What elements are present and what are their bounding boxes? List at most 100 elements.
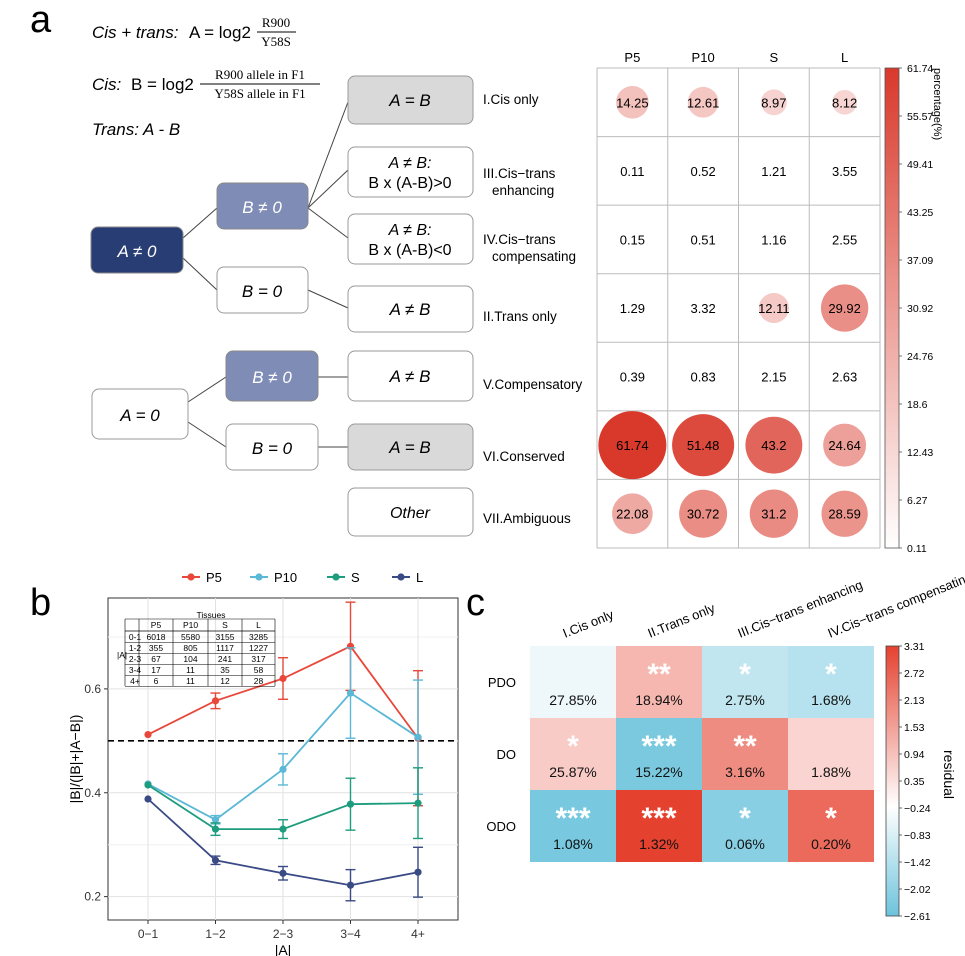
tree-node-b-neq-0-bottom: B ≠ 0 bbox=[225, 350, 319, 402]
heatmap-c-significance-stars: ** bbox=[647, 658, 671, 691]
plot-b-point-S bbox=[279, 825, 287, 833]
plot-b-point-P5 bbox=[144, 730, 152, 739]
legend-a-tick-label: 18.6 bbox=[907, 399, 928, 411]
svg-text:B = 0: B = 0 bbox=[242, 282, 283, 301]
category-label-ambiguous: VII.Ambiguous bbox=[483, 511, 571, 526]
heatmap-c-percent-label: 1.88% bbox=[811, 764, 851, 780]
category-label-enhancing-line2: enhancing bbox=[492, 183, 554, 198]
legend-a-tick-label: 55.57 bbox=[907, 111, 933, 123]
plot-b-point-P5 bbox=[211, 697, 220, 705]
heatmap-c-percent-label: 0.06% bbox=[725, 836, 765, 852]
tree-leaf-conserved: A = B bbox=[347, 423, 474, 471]
category-labels: I.Cis only III.Cis−trans enhancing IV.Cis… bbox=[483, 92, 583, 526]
heatmap-a-circle bbox=[616, 85, 649, 119]
heatmap-a-value-label: 2.63 bbox=[832, 370, 857, 385]
legend-a-tick-label: 6.27 bbox=[907, 495, 928, 507]
inset-cell: 11 bbox=[186, 665, 195, 675]
legend-b-swatch-point bbox=[397, 573, 405, 581]
heatmap-c-significance-stars: ** bbox=[733, 730, 757, 763]
heatmap-a-circle bbox=[820, 284, 869, 332]
heatmap-a-value-label: 0.83 bbox=[690, 370, 715, 385]
plot-b-point-P10 bbox=[211, 816, 220, 824]
line-chart-b: 0.2 0.4 0.6 0−1 1−2 2−3 3−4 4+ |A| |B|/(|B|+|A−B|… bbox=[67, 597, 459, 956]
tree-node-a-eq-0: A = 0 bbox=[91, 388, 189, 440]
legend-a-tick-label: 37.09 bbox=[907, 255, 933, 267]
legend-b: P5 P10 S L bbox=[182, 570, 423, 585]
category-label-cis: I.Cis only bbox=[483, 92, 539, 107]
heatmap-a-circle bbox=[749, 489, 799, 538]
heatmap-c-cell bbox=[788, 646, 874, 718]
heatmap-c-significance-stars: * bbox=[825, 802, 837, 835]
heatmap-a-column-label: L bbox=[841, 50, 848, 65]
inset-column-header: P10 bbox=[183, 620, 198, 630]
heatmap-c-significance-stars: * bbox=[739, 802, 751, 835]
plot-b-point-P10 bbox=[414, 733, 422, 741]
inset-row-label: 4+ bbox=[130, 676, 140, 686]
heatmap-c-percent-label: 1.32% bbox=[639, 836, 679, 852]
tree-leaf-cis-only: A = B bbox=[347, 75, 474, 125]
plot-b-point-S bbox=[211, 825, 220, 833]
inset-cell: 1227 bbox=[249, 643, 268, 653]
legend-a-tick-label: 61.74 bbox=[907, 63, 933, 75]
formula-1-eq: A = log2 bbox=[189, 23, 251, 42]
svg-text:A ≠ 0: A ≠ 0 bbox=[117, 242, 157, 261]
plot-b-point-L bbox=[279, 869, 287, 877]
heatmap-c-cell bbox=[530, 790, 616, 862]
heatmap-a-value-label: 22.08 bbox=[616, 507, 649, 522]
inset-cell: 28 bbox=[254, 676, 264, 686]
heatmap-a-column-label: S bbox=[770, 50, 779, 65]
legend-a-tick-label: 0.11 bbox=[907, 543, 927, 555]
formula-1-denominator: Y58S bbox=[261, 34, 291, 49]
svg-text:B = 0: B = 0 bbox=[252, 439, 293, 458]
heatmap-a-circle bbox=[821, 490, 868, 537]
tree-leaf-enhancing: A ≠ B: B x (A-B)>0 bbox=[347, 146, 474, 198]
heatmap-c-percent-label: 1.68% bbox=[811, 692, 851, 708]
legend-b-swatch-point bbox=[255, 573, 263, 581]
inset-row-label: 1-2 bbox=[129, 643, 142, 653]
legend-a-tick-label: 24.76 bbox=[907, 351, 933, 363]
formula-cis-trans: Cis + trans: A = log2 R900 Y58S bbox=[92, 15, 296, 49]
legend-c-colorbar bbox=[885, 645, 900, 917]
heatmap-a-circle bbox=[612, 493, 653, 535]
heatmap-c-percent-label: 2.75% bbox=[725, 692, 765, 708]
heatmap-c-cell bbox=[616, 646, 702, 718]
heatmap-c-percent-label: 3.16% bbox=[725, 764, 765, 780]
heatmap-a-value-label: 1.16 bbox=[761, 232, 786, 247]
formula-trans: Trans: A - B bbox=[92, 120, 180, 139]
category-label-compensating-line1: IV.Cis−trans bbox=[483, 232, 556, 247]
plot-b-point-L bbox=[346, 881, 355, 889]
heatmap-a-value-label: 1.21 bbox=[761, 164, 786, 179]
tree-node-a-neq-0: A ≠ 0 bbox=[90, 226, 184, 274]
category-label-enhancing-line1: III.Cis−trans bbox=[483, 166, 556, 181]
heatmap-a-value-label: 12.61 bbox=[687, 95, 720, 110]
plot-b-point-P10 bbox=[279, 765, 287, 773]
inset-cell: 6018 bbox=[147, 632, 166, 642]
heatmap-a-value-label: 1.29 bbox=[620, 301, 645, 316]
formula-2-eq: B = log2 bbox=[131, 75, 194, 94]
heatmap-a-value-label: 0.15 bbox=[620, 232, 645, 247]
heatmap-a-value-label: 3.32 bbox=[690, 301, 715, 316]
tree-connectors bbox=[182, 101, 349, 448]
plot-b-xtick-label: 3−4 bbox=[340, 927, 361, 941]
heatmap-c-cell bbox=[702, 646, 788, 718]
formula-1-label: Cis + trans: bbox=[92, 23, 179, 42]
formula-2-label: Cis: bbox=[92, 75, 122, 94]
inset-cell: 317 bbox=[251, 654, 265, 664]
panel-label-c: c bbox=[466, 582, 485, 624]
category-label-conserved: VI.Conserved bbox=[483, 449, 565, 464]
legend-c-tick-label: −0.24 bbox=[904, 803, 931, 815]
plot-b-xtick-label: 1−2 bbox=[205, 927, 226, 941]
tree-node-b-neq-0-top: B ≠ 0 bbox=[216, 182, 309, 230]
tree-node-b-eq-0-bottom: B = 0 bbox=[225, 423, 319, 471]
heatmap-c-column-label: II.Trans only bbox=[646, 600, 718, 641]
heatmap-c-percent-label: 27.85% bbox=[549, 692, 596, 708]
category-label-trans: II.Trans only bbox=[483, 309, 557, 324]
plot-b-ytick-label: 0.4 bbox=[84, 786, 101, 800]
inset-cell: 1117 bbox=[216, 643, 234, 653]
formula-2-numerator: R900 allele in F1 bbox=[215, 67, 305, 82]
legend-b-swatch-point bbox=[332, 573, 340, 581]
inset-cell: 3285 bbox=[249, 632, 268, 642]
plot-b-point-L bbox=[211, 856, 220, 864]
heatmap-c-percent-label: 1.08% bbox=[553, 836, 593, 852]
heatmap-a-circle bbox=[598, 411, 667, 480]
